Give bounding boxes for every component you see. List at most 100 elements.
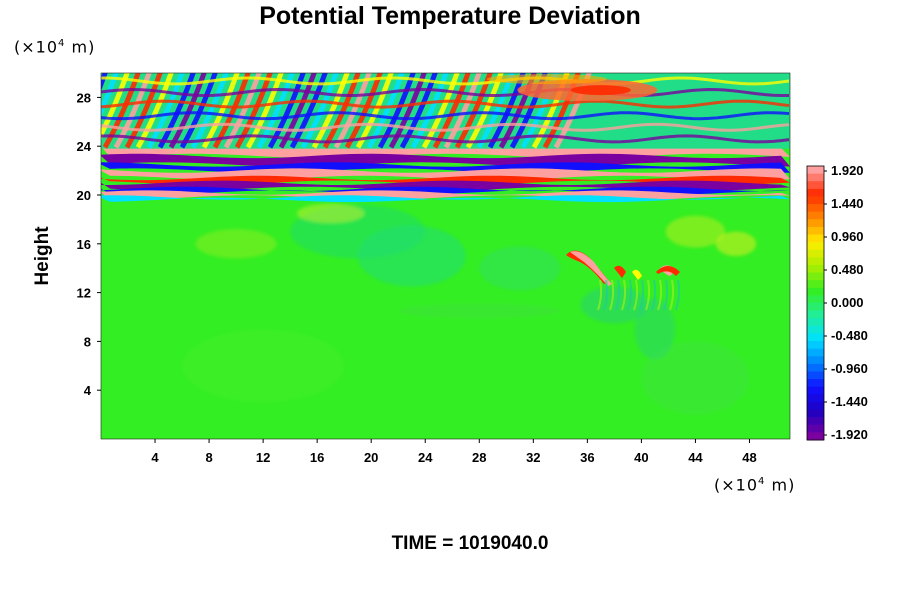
x-tick-group: 4 8 12 16 20 24 28 32 36 40 44 48 (151, 439, 757, 465)
colorbar-cell (807, 264, 824, 274)
plume-streak (627, 279, 633, 311)
plume-streak (663, 279, 669, 311)
plume-streak (603, 279, 609, 311)
warm-anomaly-halo (486, 74, 607, 85)
wave-fringe (61, 71, 95, 148)
x-tick-label: 44 (688, 450, 703, 465)
x-tick-label: 20 (364, 450, 378, 465)
x-unit-label: (×104 m) (714, 472, 795, 495)
colorbar-cell (807, 379, 824, 388)
y-unit-exponent: 4 (58, 38, 66, 49)
colorbar-cell (807, 204, 824, 213)
colorbar-cell (807, 386, 824, 395)
lower-field-variation (182, 203, 757, 415)
time-label: TIME = 1019040.0 (391, 533, 549, 554)
plume-streak (597, 279, 603, 311)
convective-plumes (566, 250, 681, 311)
colorbar-cell (807, 417, 824, 426)
x-tick-label: 36 (580, 450, 594, 465)
colorbar-cell (807, 280, 824, 289)
colorbar-cell (807, 371, 824, 380)
y-unit-suffix: m) (65, 37, 96, 57)
field-blob (665, 215, 726, 248)
colorbar: 1.920 1.440 0.960 0.480 0.000 -0.480 -0.960 -1.… (806, 163, 868, 442)
y-tick-label: 4 (84, 383, 92, 398)
x-tick-label: 4 (151, 450, 159, 465)
colorbar-cell (807, 226, 824, 235)
chart-title: Potential Temperature Deviation (259, 2, 641, 30)
y-tick-label: 12 (77, 286, 91, 301)
colorbar-label: -0.960 (831, 361, 868, 376)
x-unit-suffix: m) (765, 475, 796, 495)
colorbar-cell (807, 394, 824, 403)
plume-streak (633, 279, 639, 311)
x-tick-label: 12 (256, 450, 270, 465)
plume-streak (657, 279, 663, 311)
plume-streak (651, 279, 657, 311)
colorbar-cell (807, 219, 824, 228)
colorbar-cell (807, 310, 824, 319)
colorbar-cell (807, 348, 824, 357)
plume (632, 269, 642, 280)
y-tick-group: 4 8 12 16 20 24 28 (77, 90, 101, 398)
colorbar-cell (807, 401, 824, 411)
band (101, 153, 790, 167)
warm-anomaly-core (570, 85, 631, 96)
plume (614, 265, 626, 278)
wave-fringe (410, 73, 449, 149)
x-tick-label: 24 (418, 450, 433, 465)
plot-frame (100, 72, 791, 440)
x-tick-label: 28 (472, 450, 486, 465)
plume-streak (639, 279, 645, 311)
colorbar-label: 1.440 (831, 196, 864, 211)
field-blob (634, 298, 676, 360)
colorbar-cell (807, 333, 824, 342)
colorbar-cell (807, 432, 824, 441)
colorbar-cell (807, 211, 824, 220)
wave-fringe (421, 73, 460, 149)
x-unit-exponent: 4 (758, 476, 766, 487)
x-tick-label: 32 (526, 450, 540, 465)
x-tick-label: 48 (742, 450, 756, 465)
plume-streak (675, 279, 681, 311)
x-tick-label: 40 (634, 450, 648, 465)
colorbar-label: 0.480 (831, 262, 864, 277)
wave-band (101, 76, 790, 86)
colorbar-cell (807, 257, 824, 266)
colorbar-label: -0.480 (831, 328, 868, 343)
colorbar-cell (807, 363, 824, 372)
field-layer (61, 71, 790, 415)
y-unit-prefix: (×10 (14, 37, 59, 57)
x-tick-label: 8 (205, 450, 212, 465)
colorbar-cell (807, 318, 824, 327)
wave-fringe (124, 73, 163, 149)
colorbar-cell (807, 234, 824, 243)
y-unit-label: (×104 m) (14, 34, 95, 57)
colorbar-cell (807, 242, 824, 251)
field-blob (357, 225, 466, 287)
colorbar-label: 0.000 (831, 295, 864, 310)
wave-fringe (267, 73, 306, 149)
wave-fringe (113, 73, 152, 149)
field-blob (296, 203, 365, 224)
upper-wave-pattern (61, 71, 790, 149)
plume-streak (621, 279, 627, 311)
colorbar-cell (807, 341, 824, 350)
colorbar-label: 0.960 (831, 229, 864, 244)
colorbar-label: 1.920 (831, 163, 864, 178)
colorbar-cell (807, 181, 824, 190)
colorbar-cell (807, 356, 824, 365)
wave-band (101, 134, 790, 144)
field-blob (715, 231, 757, 256)
colorbar-cell (807, 325, 824, 334)
stratosphere-bands (101, 144, 790, 203)
field-blob (641, 341, 750, 415)
colorbar-cell (807, 173, 824, 182)
field-blob (182, 329, 345, 403)
band (101, 195, 790, 203)
x-unit-prefix: (×10 (714, 475, 759, 495)
wave-band (101, 88, 790, 98)
colorbar-cell (807, 303, 824, 312)
wave-fringe (135, 73, 174, 149)
